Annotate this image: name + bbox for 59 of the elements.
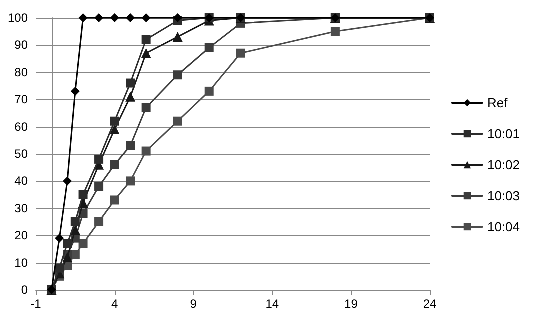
point: [142, 103, 151, 112]
legend-label: 10:03: [487, 188, 520, 204]
x-tick-label: 14: [266, 297, 280, 311]
point: [126, 176, 136, 186]
point: [142, 14, 151, 22]
point: [173, 70, 182, 80]
point: [55, 264, 64, 273]
point: [110, 14, 120, 22]
point: [141, 48, 152, 58]
point: [94, 218, 104, 226]
y-tick-label: 0: [21, 283, 28, 297]
point: [204, 86, 214, 96]
point: [110, 116, 120, 126]
y-tick-label: 50: [14, 147, 28, 161]
point: [70, 218, 80, 226]
y-tick-label: 10: [14, 256, 28, 270]
point: [126, 141, 136, 150]
point: [78, 190, 88, 200]
point: [236, 48, 246, 58]
point: [55, 234, 64, 243]
point: [126, 92, 136, 102]
point: [126, 14, 136, 22]
point: [173, 14, 182, 22]
legend-label: 10:04: [487, 220, 520, 234]
point: [173, 116, 182, 126]
point: [330, 27, 340, 36]
y-tick-label: 100: [8, 11, 28, 25]
point: [142, 35, 151, 44]
y-tick-label: 40: [14, 174, 28, 188]
point: [110, 160, 120, 170]
legend-label: 10:01: [487, 126, 520, 142]
y-tick-label: 30: [14, 201, 28, 216]
x-tick-label: 19: [344, 297, 358, 311]
x-tick-label: -1: [30, 297, 42, 311]
x-tick-label: 4: [111, 297, 118, 311]
legend-label: Ref: [487, 96, 508, 110]
point: [70, 86, 80, 96]
y-tick-label: 80: [14, 65, 28, 80]
point: [94, 14, 104, 22]
point: [78, 239, 88, 248]
legend-label: 10:02: [487, 158, 520, 172]
point: [110, 124, 120, 135]
point: [204, 43, 214, 52]
point: [63, 176, 72, 186]
point: [63, 239, 72, 248]
y-tick-label: 70: [14, 92, 28, 107]
point: [126, 78, 136, 88]
point: [62, 252, 73, 262]
point: [110, 196, 120, 205]
point: [142, 146, 151, 156]
point: [78, 14, 88, 22]
point: [172, 32, 183, 42]
point: [94, 154, 104, 164]
y-tick-label: 60: [14, 120, 28, 134]
y-tick-label: 90: [14, 38, 28, 52]
x-tick-label: 9: [190, 297, 198, 311]
point: [94, 182, 104, 192]
x-tick-label: 24: [423, 297, 437, 311]
y-tick-label: 20: [14, 228, 28, 243]
